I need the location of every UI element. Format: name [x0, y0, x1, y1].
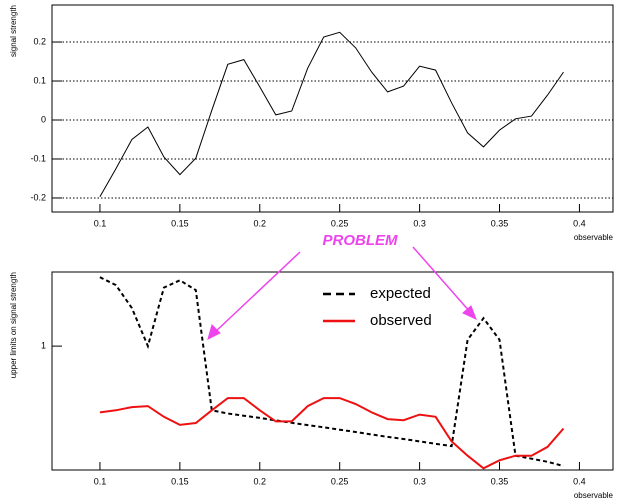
y-tick-label: 1 — [41, 340, 46, 350]
x-tick-label: 0.3 — [413, 218, 426, 228]
x-tick-label: 0.1 — [94, 476, 107, 486]
y-tick-label: 0 — [41, 114, 46, 124]
x-tick-label: 0.35 — [491, 218, 509, 228]
legend-label: expected — [370, 285, 431, 302]
y-axis-label: upper limits on signal strength — [9, 272, 18, 378]
x-tick-label: 0.25 — [331, 218, 349, 228]
x-tick-label: 0.15 — [171, 218, 189, 228]
data-line — [99, 276, 564, 467]
x-tick-label: 0.1 — [94, 218, 107, 228]
legend-label: observed — [370, 312, 432, 329]
arrow — [412, 246, 472, 314]
data-line — [99, 397, 565, 470]
x-tick-label: 0.4 — [573, 476, 586, 486]
annotation-arrows — [207, 246, 477, 340]
x-tick-label: 0.15 — [171, 476, 189, 486]
y-axis-label: signal strength — [9, 5, 18, 57]
x-tick-label: 0.4 — [573, 218, 586, 228]
x-tick-label: 0.3 — [413, 476, 426, 486]
data-line — [99, 31, 564, 198]
y-tick-label: 0.1 — [33, 75, 46, 85]
y-tick-label: -0.2 — [30, 192, 46, 202]
arrow-head — [207, 324, 221, 340]
plot-frame — [51, 4, 614, 213]
x-tick-label: 0.35 — [491, 476, 509, 486]
plot-frame — [51, 271, 614, 471]
x-tick-label: 0.2 — [254, 218, 267, 228]
x-tick-label: 0.2 — [254, 476, 267, 486]
arrow-head — [462, 305, 477, 320]
y-tick-label: 0.2 — [33, 36, 46, 46]
arrow — [213, 251, 301, 334]
x-axis-label: observable — [574, 491, 614, 499]
annotation: PROBLEM — [323, 232, 399, 249]
y-tick-label: -0.1 — [30, 153, 46, 163]
x-axis-label: observable — [574, 233, 614, 242]
x-tick-label: 0.25 — [331, 476, 349, 486]
